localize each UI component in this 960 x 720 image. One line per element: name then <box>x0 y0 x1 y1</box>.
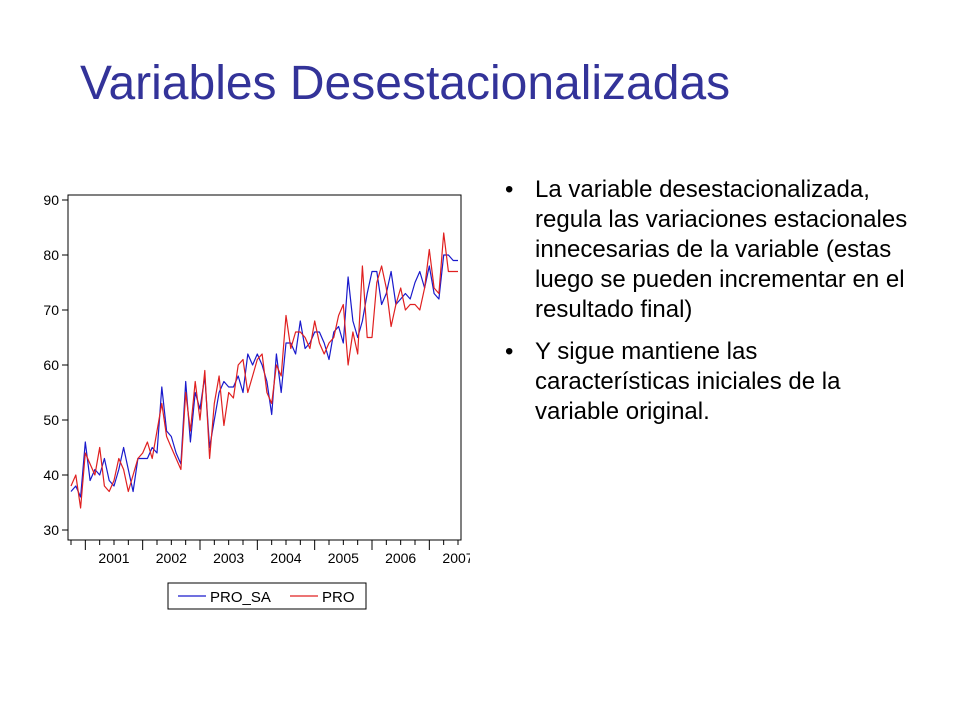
y-tick-label: 80 <box>43 247 59 263</box>
series-lines <box>70 232 458 509</box>
x-tick-label: 2001 <box>98 550 129 566</box>
bullet-text: La variable desestacionalizada, regula l… <box>535 176 908 323</box>
y-axis: 90 80 70 60 50 40 30 <box>43 192 68 538</box>
y-tick-label: 60 <box>43 357 59 373</box>
y-tick-label: 40 <box>43 467 59 483</box>
x-tick-label: 2005 <box>328 550 359 566</box>
bullet-item: • La variable desestacionalizada, regula… <box>505 175 915 325</box>
x-tick-label: 2006 <box>385 550 416 566</box>
slide-title: Variables Desestacionalizadas <box>80 57 731 110</box>
legend-label-pro-sa: PRO_SA <box>210 589 271 606</box>
bullet-dot: • <box>505 176 514 203</box>
y-tick-label: 70 <box>43 302 59 318</box>
x-tick-label: 2003 <box>213 550 244 566</box>
y-tick-label: 90 <box>43 192 59 208</box>
plot-frame <box>67 194 462 541</box>
bullet-item: • Y sigue mantiene las características i… <box>505 337 915 427</box>
x-tick-label: 2004 <box>270 550 301 566</box>
legend: PRO_SA PRO <box>167 582 367 610</box>
x-tick-label: 2002 <box>156 550 187 566</box>
bullet-list: • La variable desestacionalizada, regula… <box>505 175 915 439</box>
y-tick-label: 30 <box>43 522 59 538</box>
legend-label-pro: PRO <box>322 589 355 606</box>
series-line-pro <box>70 232 458 509</box>
x-axis: 2001 2002 2003 2004 2005 2006 2007 <box>70 540 470 566</box>
x-tick-label: 2007 <box>442 550 470 566</box>
bullet-text: Y sigue mantiene las características ini… <box>535 338 841 425</box>
line-chart: 90 80 70 60 50 40 30 2001 2002 2003 2004 2005 2006 2… <box>30 185 470 615</box>
bullet-dot: • <box>505 338 514 365</box>
y-tick-label: 50 <box>43 412 59 428</box>
